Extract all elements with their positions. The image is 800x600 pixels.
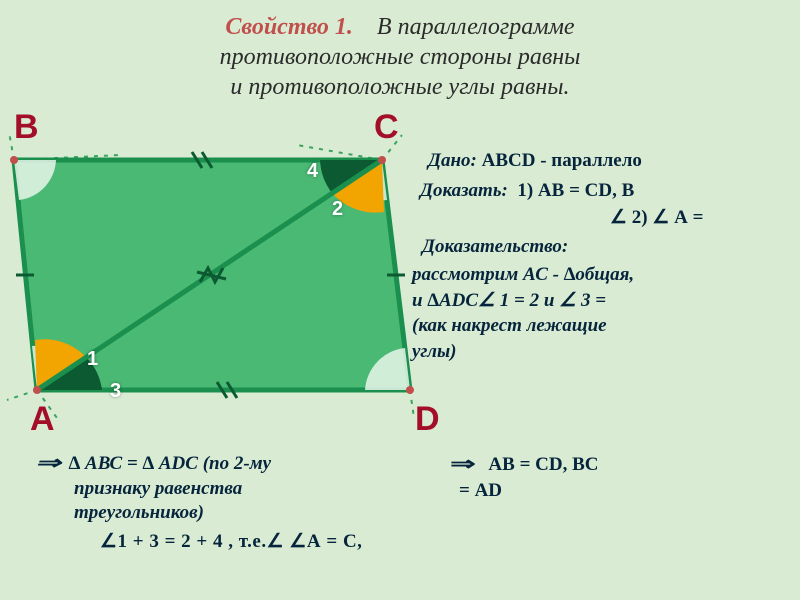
given-line: Дано: АВСD - параллело: [428, 150, 642, 172]
proof-body: рассмотрим АС - ∆общая, и ∆АDС∠ 1 = 2 и …: [412, 262, 800, 365]
title-line-2: противоположные стороны равны: [0, 42, 800, 72]
proof-line-1: рассмотрим АС - ∆общая,: [412, 262, 800, 288]
proof-label: Доказательство:: [422, 236, 568, 258]
implies-icon: ⇒: [35, 452, 60, 477]
slide-title: Свойство 1. В параллелограмме противопол…: [0, 0, 800, 102]
property-number: Свойство 1.: [225, 14, 353, 40]
implies-icon-2: ⇒: [450, 452, 475, 478]
proof-line-3: (как накрест лежащие: [412, 313, 800, 339]
concl-left-3: треугольников): [74, 502, 204, 523]
angle-num-1: 1: [87, 348, 98, 371]
vertex-B: В: [14, 108, 39, 147]
proof-line-2: и ∆АDС∠ 1 = 2 и ∠ 3 =: [412, 288, 800, 314]
parallelogram-diagram: [2, 130, 416, 420]
concl-left-1: ∆ АВС = ∆ АDС (по 2-му: [69, 453, 271, 474]
angle-num-4: 4: [307, 160, 318, 183]
concl-left-2: признаку равенства: [74, 478, 242, 499]
conclusion-left: ⇒ ∆ АВС = ∆ АDС (по 2-му признаку равенс…: [40, 452, 410, 526]
vertex-D: D: [415, 400, 440, 439]
prove-line-2: ∠ 2) ∠ А =: [610, 206, 703, 229]
proof-line-4: углы): [412, 339, 800, 365]
vertex-C: С: [374, 108, 399, 147]
title-line-3: и противоположные углы равны.: [0, 72, 800, 102]
prove-text-1: 1) АВ = СD, В: [517, 180, 634, 201]
conclusion-right: ⇒ АВ = СD, ВС = АD: [455, 452, 775, 503]
prove-line-1: Доказать: 1) АВ = СD, В: [420, 180, 634, 202]
title-text-1: В параллелограмме: [377, 14, 575, 40]
prove-label: Доказать:: [420, 180, 508, 201]
angle-num-2: 2: [332, 198, 343, 221]
title-line-1: Свойство 1. В параллелограмме: [0, 12, 800, 42]
angle-num-3: 3: [110, 380, 121, 403]
vertex-A: А: [30, 400, 55, 439]
given-text: АВСD - параллело: [482, 150, 642, 171]
concl-right-1: АВ = СD, ВС: [488, 454, 598, 475]
concl-right-2: = АD: [459, 480, 502, 501]
given-label: Дано:: [428, 150, 477, 171]
slide-root: Свойство 1. В параллелограмме противопол…: [0, 0, 800, 600]
final-row: ∠1 + 3 = 2 + 4 , т.е.∠ ∠А = С,: [100, 530, 780, 553]
